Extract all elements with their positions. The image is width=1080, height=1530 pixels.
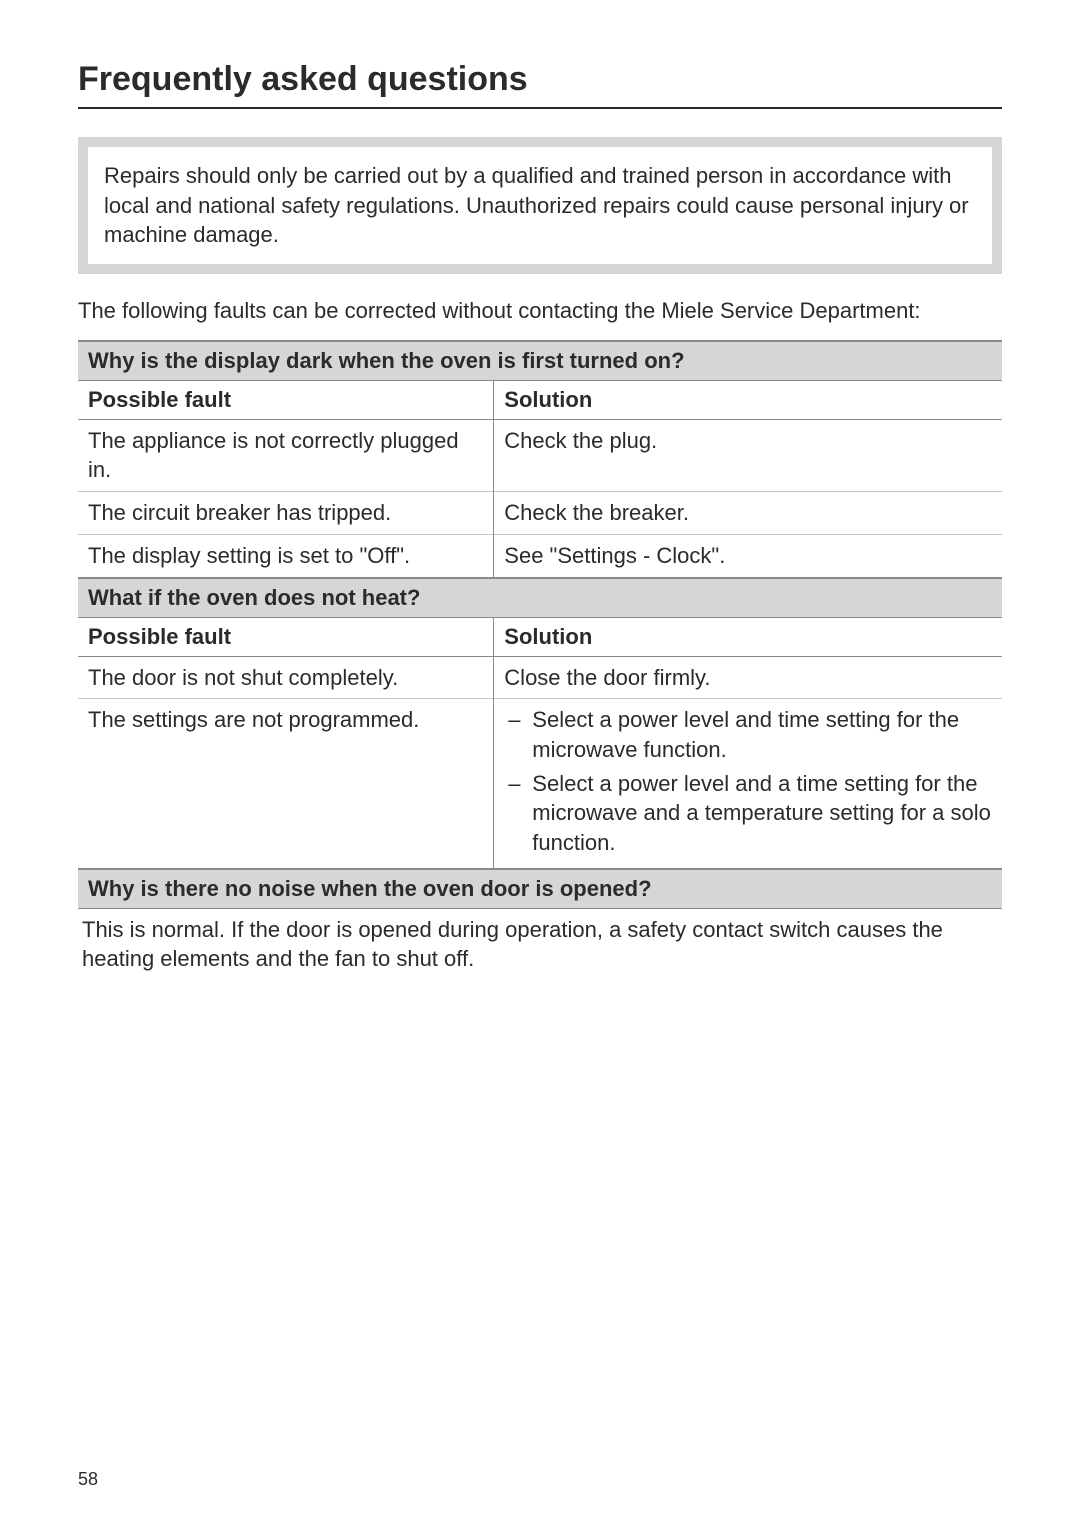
- table-row: The door is not shut completely. Close t…: [78, 656, 1002, 699]
- col-header-solution: Solution: [494, 617, 1002, 656]
- faq-table: Why is the display dark when the oven is…: [78, 340, 1002, 909]
- fault-cell: The door is not shut completely.: [78, 656, 494, 699]
- table-row: The settings are not programmed. Select …: [78, 699, 1002, 869]
- question-text: Why is the display dark when the oven is…: [78, 341, 1002, 381]
- intro-text: The following faults can be corrected wi…: [78, 296, 1002, 326]
- solution-list: Select a power level and time setting fo…: [504, 705, 992, 857]
- solution-cell: Close the door firmly.: [494, 656, 1002, 699]
- col-header-solution: Solution: [494, 380, 1002, 419]
- table-row: The appliance is not correctly plugged i…: [78, 419, 1002, 491]
- question-text: What if the oven does not heat?: [78, 578, 1002, 618]
- answer-text: This is normal. If the door is opened du…: [78, 915, 1002, 974]
- question-text: Why is there no noise when the oven door…: [78, 869, 1002, 909]
- question-row: Why is the display dark when the oven is…: [78, 341, 1002, 381]
- table-row: The display setting is set to "Off". See…: [78, 534, 1002, 577]
- solution-cell: Select a power level and time setting fo…: [494, 699, 1002, 869]
- fault-cell: The display setting is set to "Off".: [78, 534, 494, 577]
- warning-box: Repairs should only be carried out by a …: [78, 137, 1002, 274]
- fault-cell: The circuit breaker has tripped.: [78, 492, 494, 535]
- solution-item: Select a power level and time setting fo…: [526, 705, 992, 764]
- page-title: Frequently asked questions: [78, 60, 1002, 109]
- solution-cell: Check the breaker.: [494, 492, 1002, 535]
- header-row: Possible fault Solution: [78, 380, 1002, 419]
- table-row: The circuit breaker has tripped. Check t…: [78, 492, 1002, 535]
- warning-text: Repairs should only be carried out by a …: [88, 147, 992, 264]
- col-header-fault: Possible fault: [78, 380, 494, 419]
- solution-cell: Check the plug.: [494, 419, 1002, 491]
- question-row: Why is there no noise when the oven door…: [78, 869, 1002, 909]
- question-row: What if the oven does not heat?: [78, 578, 1002, 618]
- header-row: Possible fault Solution: [78, 617, 1002, 656]
- fault-cell: The settings are not programmed.: [78, 699, 494, 869]
- col-header-fault: Possible fault: [78, 617, 494, 656]
- solution-item: Select a power level and a time setting …: [526, 769, 992, 858]
- solution-cell: See "Settings - Clock".: [494, 534, 1002, 577]
- fault-cell: The appliance is not correctly plugged i…: [78, 419, 494, 491]
- page-number: 58: [78, 1469, 98, 1490]
